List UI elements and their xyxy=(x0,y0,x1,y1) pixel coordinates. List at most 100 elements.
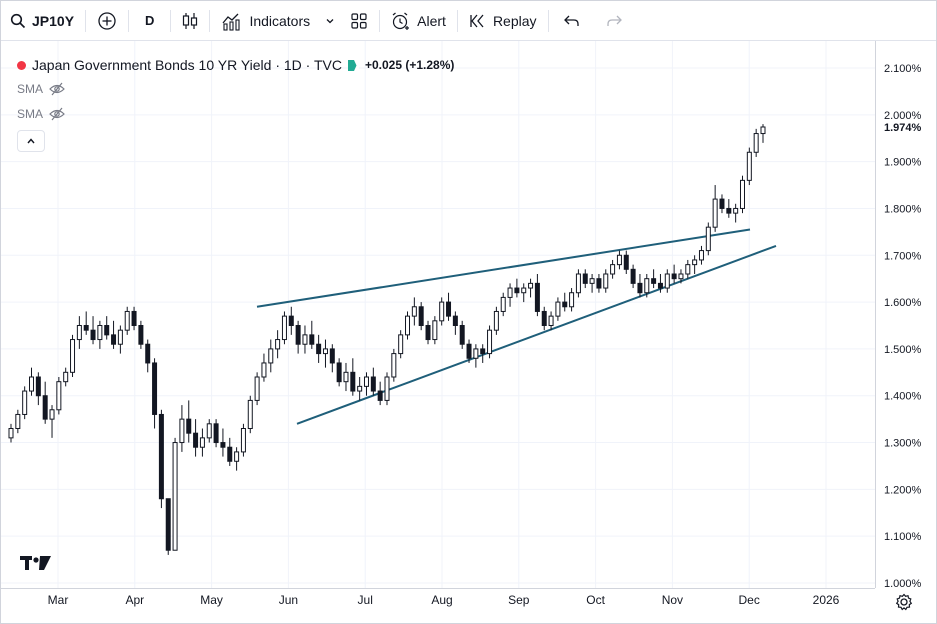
price-tick-label: 1.100% xyxy=(884,531,922,543)
undo-button[interactable] xyxy=(551,1,593,41)
candle-body xyxy=(76,325,82,341)
candle-body xyxy=(117,329,123,345)
price-tick-label: 1.500% xyxy=(884,344,922,356)
price-tick-label: 1.200% xyxy=(884,484,922,496)
candle-body xyxy=(391,353,397,378)
candle-body xyxy=(671,273,677,280)
collapse-legend-button[interactable] xyxy=(17,130,45,152)
price-tick-label: 1.400% xyxy=(884,391,922,403)
search-icon xyxy=(10,13,26,28)
candle-body xyxy=(56,381,62,411)
trendlines[interactable] xyxy=(256,228,777,425)
replay-button[interactable]: Replay xyxy=(460,1,546,41)
flag-icon[interactable] xyxy=(347,59,359,71)
gear-icon[interactable] xyxy=(894,592,914,612)
candle-body xyxy=(432,320,438,341)
candle-body xyxy=(705,226,711,252)
chart-type-button[interactable] xyxy=(173,1,207,41)
candle-body xyxy=(234,451,240,462)
candle-body xyxy=(254,376,260,401)
candle-body xyxy=(90,329,96,341)
candle-body xyxy=(15,413,21,430)
price-axis[interactable]: 2.100% 2.000% 1.900% 1.800% 1.700% 1.600% 1.50… xyxy=(884,63,922,590)
candle-body xyxy=(562,301,568,308)
candle-body xyxy=(733,207,739,214)
candle-body xyxy=(288,315,294,326)
candle-body xyxy=(295,325,301,345)
candle-body xyxy=(719,198,725,209)
templates-button[interactable] xyxy=(341,1,377,41)
candle-body xyxy=(29,376,35,392)
candle-body xyxy=(165,498,171,551)
candle-body xyxy=(473,348,479,359)
toolbar-divider xyxy=(170,9,172,32)
indicators-dropdown[interactable] xyxy=(319,1,341,41)
rewind-icon xyxy=(470,14,484,27)
sma-indicator-2[interactable]: SMA xyxy=(17,107,65,121)
candle-body xyxy=(131,310,137,327)
compare-button[interactable] xyxy=(88,1,126,41)
candle-body xyxy=(500,296,506,312)
candle-body xyxy=(726,207,732,214)
tradingview-logo[interactable] xyxy=(20,553,52,577)
candle-body xyxy=(275,339,281,350)
candle-body xyxy=(35,376,41,397)
candle-body xyxy=(179,418,185,444)
trendline[interactable] xyxy=(296,244,777,425)
sma-indicator-1[interactable]: SMA xyxy=(17,82,65,96)
indicators-button[interactable]: Indicators xyxy=(212,1,319,41)
alert-button[interactable]: Alert xyxy=(382,1,455,41)
candle-body xyxy=(439,301,445,322)
candle-body xyxy=(596,278,602,289)
sma-label: SMA xyxy=(17,82,44,96)
candle-body xyxy=(507,287,513,298)
change-value: +0.025 (+1.28%) xyxy=(364,58,455,72)
time-tick-label: Oct xyxy=(586,593,605,607)
symbol-search-button[interactable]: JP10Y xyxy=(1,1,83,41)
candle-body xyxy=(685,264,691,275)
candle-body xyxy=(111,334,117,345)
alarm-clock-icon xyxy=(392,12,410,30)
interval-button[interactable]: D xyxy=(131,1,168,41)
candle-body xyxy=(411,306,417,317)
candle-body xyxy=(363,376,369,387)
candle-body xyxy=(104,325,110,336)
candle-body xyxy=(49,409,55,420)
price-tick-label: 1.700% xyxy=(884,250,922,262)
candle-body xyxy=(227,446,233,462)
candle-body xyxy=(521,287,527,294)
candle-body xyxy=(528,282,534,289)
eye-hidden-icon[interactable] xyxy=(49,82,65,96)
top-toolbar: JP10Y D Indicators Alert xyxy=(1,1,936,41)
redo-button[interactable] xyxy=(593,1,635,41)
candle-body xyxy=(637,282,643,294)
candle-body xyxy=(63,371,69,383)
price-tick-label: 1.600% xyxy=(884,297,922,309)
candle-body xyxy=(698,250,704,261)
time-axis[interactable]: Mar Apr May Jun Jul Aug Sep Oct Nov Dec 2026 xyxy=(48,593,840,607)
candle-body xyxy=(548,315,554,326)
candle-body xyxy=(582,273,588,284)
symbol-label: JP10Y xyxy=(32,12,75,29)
candle-body xyxy=(446,301,452,317)
live-status-dot xyxy=(17,60,26,70)
candle-body xyxy=(377,390,383,401)
candle-body xyxy=(712,198,718,228)
candle-body xyxy=(644,278,650,294)
candle-body xyxy=(425,325,431,341)
replay-label: Replay xyxy=(492,12,537,29)
candle-body xyxy=(452,315,458,326)
candle-body xyxy=(487,329,493,355)
candle-body xyxy=(459,325,465,345)
candle-body xyxy=(42,395,48,420)
eye-hidden-icon[interactable] xyxy=(49,107,65,121)
candle-body xyxy=(418,306,424,327)
candle-body xyxy=(124,310,130,331)
candle-body xyxy=(589,278,595,284)
price-scale[interactable] xyxy=(875,41,936,588)
chart-canvas[interactable]: 2.100% 2.000% 1.900% 1.800% 1.700% 1.600% 1.50… xyxy=(1,41,936,624)
price-tick-label: 2.100% xyxy=(884,63,922,75)
time-scale[interactable] xyxy=(1,588,875,624)
trendline[interactable] xyxy=(256,228,751,308)
